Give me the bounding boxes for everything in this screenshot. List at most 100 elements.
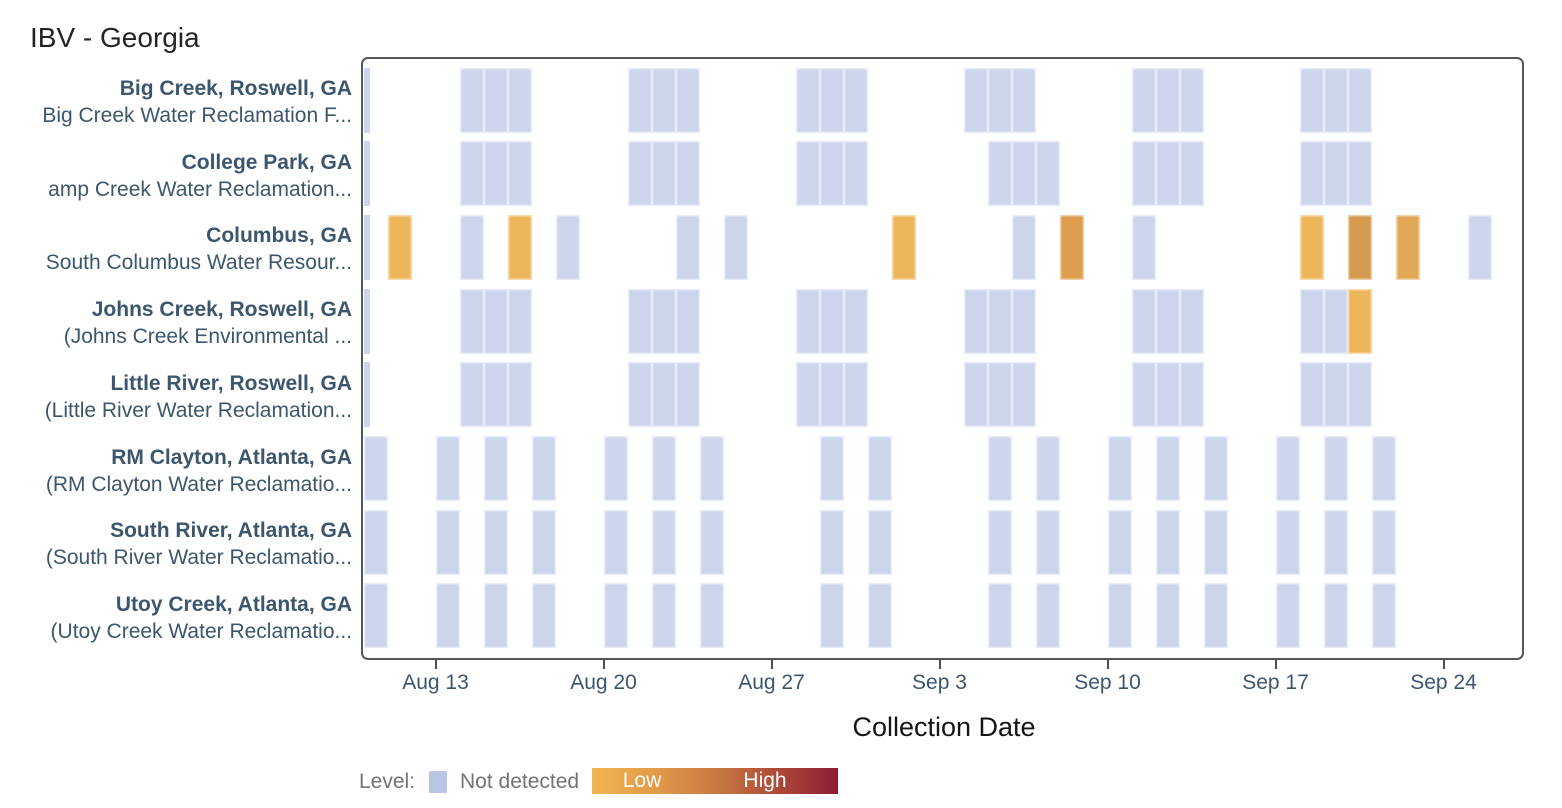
sample-tile[interactable] — [435, 583, 460, 649]
sample-tile[interactable] — [795, 67, 820, 133]
sample-tile[interactable] — [1011, 362, 1036, 428]
sample-tile[interactable] — [651, 67, 676, 133]
sample-tile[interactable] — [1275, 583, 1300, 649]
sample-tile[interactable] — [627, 288, 652, 354]
sample-tile[interactable] — [1323, 583, 1348, 649]
sample-tile[interactable] — [699, 509, 724, 575]
sample-tile[interactable] — [891, 214, 916, 280]
sample-tile[interactable] — [843, 288, 868, 354]
sample-tile[interactable] — [1155, 141, 1180, 207]
sample-tile[interactable] — [1155, 509, 1180, 575]
sample-tile[interactable] — [1179, 141, 1204, 207]
sample-tile[interactable] — [675, 141, 700, 207]
sample-tile[interactable] — [1011, 214, 1036, 280]
sample-tile[interactable] — [987, 436, 1012, 501]
sample-tile[interactable] — [675, 362, 700, 428]
sample-tile[interactable] — [627, 141, 652, 207]
sample-tile[interactable] — [819, 288, 844, 354]
sample-tile[interactable] — [963, 288, 988, 354]
sample-tile[interactable] — [1131, 67, 1156, 133]
sample-tile[interactable] — [819, 141, 844, 207]
sample-tile[interactable] — [843, 362, 868, 428]
sample-tile-clipped[interactable] — [364, 362, 370, 428]
sample-tile[interactable] — [1323, 509, 1348, 575]
sample-tile[interactable] — [555, 214, 580, 280]
sample-tile[interactable] — [1011, 67, 1036, 133]
sample-tile[interactable] — [819, 583, 844, 649]
sample-tile[interactable] — [1131, 141, 1156, 207]
sample-tile[interactable] — [483, 583, 508, 649]
sample-tile[interactable] — [1299, 288, 1324, 354]
sample-tile[interactable] — [1299, 362, 1324, 428]
sample-tile[interactable] — [1371, 509, 1396, 575]
sample-tile[interactable] — [795, 141, 820, 207]
sample-tile[interactable] — [627, 362, 652, 428]
sample-tile[interactable] — [867, 583, 892, 649]
sample-tile[interactable] — [603, 436, 628, 501]
sample-tile[interactable] — [1155, 362, 1180, 428]
sample-tile[interactable] — [1371, 583, 1396, 649]
sample-tile[interactable] — [867, 509, 892, 575]
sample-tile[interactable] — [1347, 67, 1372, 133]
sample-tile[interactable] — [363, 436, 388, 501]
sample-tile[interactable] — [459, 141, 484, 207]
sample-tile[interactable] — [987, 141, 1012, 207]
sample-tile[interactable] — [1203, 509, 1228, 575]
sample-tile[interactable] — [507, 67, 532, 133]
sample-tile[interactable] — [819, 436, 844, 501]
sample-tile[interactable] — [1323, 141, 1348, 207]
sample-tile[interactable] — [699, 436, 724, 501]
sample-tile[interactable] — [1155, 288, 1180, 354]
sample-tile[interactable] — [1347, 362, 1372, 428]
sample-tile[interactable] — [435, 436, 460, 501]
sample-tile[interactable] — [1011, 141, 1036, 207]
sample-tile[interactable] — [819, 509, 844, 575]
sample-tile[interactable] — [1131, 362, 1156, 428]
sample-tile[interactable] — [483, 67, 508, 133]
sample-tile[interactable] — [963, 67, 988, 133]
sample-tile[interactable] — [987, 362, 1012, 428]
sample-tile[interactable] — [651, 583, 676, 649]
sample-tile[interactable] — [819, 67, 844, 133]
sample-tile[interactable] — [1323, 288, 1348, 354]
sample-tile[interactable] — [1131, 288, 1156, 354]
sample-tile[interactable] — [483, 362, 508, 428]
sample-tile[interactable] — [1323, 67, 1348, 133]
sample-tile[interactable] — [1275, 436, 1300, 501]
sample-tile[interactable] — [795, 362, 820, 428]
sample-tile[interactable] — [387, 214, 412, 280]
sample-tile[interactable] — [1371, 436, 1396, 501]
sample-tile[interactable] — [1155, 436, 1180, 501]
sample-tile[interactable] — [1323, 436, 1348, 501]
sample-tile[interactable] — [507, 288, 532, 354]
sample-tile[interactable] — [651, 362, 676, 428]
sample-tile[interactable] — [1395, 214, 1420, 280]
sample-tile[interactable] — [1179, 362, 1204, 428]
sample-tile[interactable] — [651, 436, 676, 501]
sample-tile[interactable] — [723, 214, 748, 280]
sample-tile[interactable] — [603, 509, 628, 575]
sample-tile[interactable] — [1299, 141, 1324, 207]
sample-tile[interactable] — [1299, 214, 1324, 280]
sample-tile[interactable] — [459, 288, 484, 354]
sample-tile[interactable] — [675, 214, 700, 280]
sample-tile[interactable] — [459, 362, 484, 428]
sample-tile[interactable] — [1035, 509, 1060, 575]
sample-tile[interactable] — [963, 362, 988, 428]
sample-tile[interactable] — [1299, 67, 1324, 133]
sample-tile[interactable] — [1155, 583, 1180, 649]
sample-tile[interactable] — [459, 214, 484, 280]
sample-tile-clipped[interactable] — [364, 214, 370, 280]
sample-tile[interactable] — [699, 583, 724, 649]
sample-tile[interactable] — [675, 67, 700, 133]
sample-tile[interactable] — [435, 509, 460, 575]
sample-tile[interactable] — [843, 141, 868, 207]
sample-tile[interactable] — [531, 583, 556, 649]
sample-tile[interactable] — [1275, 509, 1300, 575]
sample-tile[interactable] — [843, 67, 868, 133]
sample-tile[interactable] — [1035, 141, 1060, 207]
sample-tile[interactable] — [1347, 141, 1372, 207]
sample-tile[interactable] — [483, 141, 508, 207]
sample-tile[interactable] — [795, 288, 820, 354]
sample-tile[interactable] — [1059, 214, 1084, 280]
